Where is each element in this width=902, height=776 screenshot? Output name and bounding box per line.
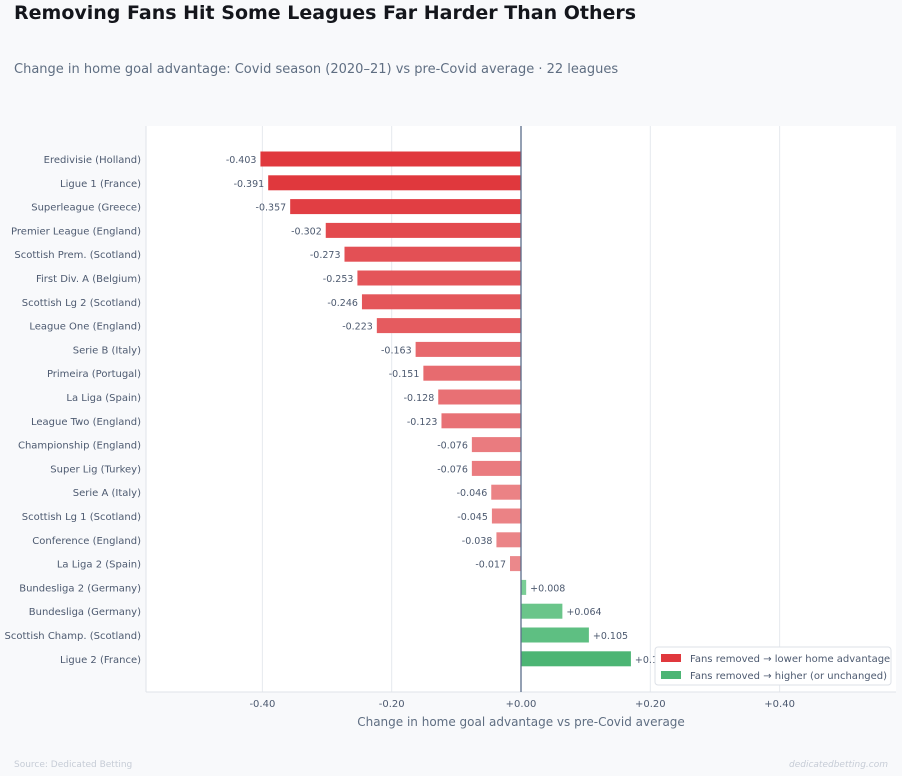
category-label: Scottish Prem. (Scotland) — [14, 250, 141, 261]
value-label: -0.038 — [462, 536, 493, 547]
bar — [361, 294, 521, 310]
bar — [521, 579, 527, 595]
category-label: Premier League (England) — [11, 226, 141, 237]
x-tick-label: +0.40 — [764, 699, 795, 710]
value-label: -0.357 — [256, 203, 287, 214]
bar — [438, 389, 521, 405]
bar — [268, 175, 521, 191]
bar — [344, 246, 521, 262]
bar — [260, 151, 521, 167]
category-label: Serie A (Italy) — [73, 488, 141, 499]
legend-label: Fans removed → lower home advantage — [690, 654, 890, 665]
legend-swatch — [661, 654, 681, 662]
value-label: -0.403 — [226, 155, 257, 166]
value-label: +0.008 — [530, 583, 565, 594]
value-label: -0.223 — [342, 322, 373, 333]
category-label: Super Lig (Turkey) — [50, 464, 141, 475]
chart-title: Removing Fans Hit Some Leagues Far Harde… — [14, 2, 637, 24]
value-label: -0.163 — [381, 345, 412, 356]
value-label: -0.017 — [475, 560, 506, 571]
site-watermark: dedicatedbetting.com — [788, 760, 888, 770]
bar — [521, 627, 589, 643]
category-label: Bundesliga (Germany) — [29, 607, 141, 618]
category-label: Serie B (Italy) — [73, 345, 141, 356]
category-label: League One (England) — [29, 322, 141, 333]
legend-box — [654, 646, 892, 686]
x-axis-label: Change in home goal advantage vs pre-Cov… — [357, 715, 685, 729]
bar — [290, 199, 521, 215]
bar — [441, 413, 521, 429]
source-note: Source: Dedicated Betting — [14, 760, 133, 770]
chart-subtitle: Change in home goal advantage: Covid sea… — [14, 62, 619, 77]
legend-swatch — [661, 671, 681, 679]
value-label: -0.253 — [323, 274, 354, 285]
bar — [496, 532, 521, 548]
bar — [491, 508, 521, 524]
value-label: -0.045 — [457, 512, 488, 523]
category-label: Scottish Lg 2 (Scotland) — [22, 298, 141, 309]
category-label: Ligue 2 (France) — [60, 655, 141, 666]
x-tick-label: +0.00 — [506, 699, 537, 710]
value-label: -0.246 — [327, 298, 358, 309]
category-label: League Two (England) — [31, 417, 141, 428]
value-label: -0.151 — [389, 369, 420, 380]
category-label: Championship (England) — [18, 441, 141, 452]
category-label: Bundesliga 2 (Germany) — [19, 583, 141, 594]
bar — [357, 270, 521, 286]
bar — [376, 318, 521, 334]
value-label: -0.076 — [437, 441, 468, 452]
bar — [510, 556, 521, 572]
value-label: -0.076 — [437, 464, 468, 475]
category-label: Scottish Lg 1 (Scotland) — [22, 512, 141, 523]
bar — [521, 651, 631, 667]
value-label: -0.273 — [310, 250, 341, 261]
legend-label: Fans removed → higher (or unchanged) — [690, 671, 887, 682]
bar — [491, 484, 521, 500]
category-label: Ligue 1 (France) — [60, 179, 141, 190]
value-label: +0.1 — [635, 655, 658, 666]
x-tick-label: +0.20 — [635, 699, 666, 710]
category-label: Primeira (Portugal) — [47, 369, 141, 380]
value-label: -0.046 — [457, 488, 488, 499]
bar — [325, 222, 521, 238]
category-label: First Div. A (Belgium) — [36, 274, 141, 285]
category-label: La Liga 2 (Spain) — [57, 560, 141, 571]
category-label: Superleague (Greece) — [31, 203, 141, 214]
category-label: Conference (England) — [32, 536, 141, 547]
value-label: -0.123 — [407, 417, 438, 428]
category-label: La Liga (Spain) — [66, 393, 141, 404]
x-tick-label: -0.20 — [379, 699, 405, 710]
value-label: +0.105 — [593, 631, 628, 642]
value-label: +0.064 — [566, 607, 601, 618]
value-label: -0.391 — [234, 179, 265, 190]
bar — [521, 603, 563, 619]
bar — [423, 365, 521, 381]
category-label: Eredivisie (Holland) — [44, 155, 141, 166]
bar — [415, 341, 521, 357]
value-label: -0.128 — [404, 393, 435, 404]
bar — [471, 460, 521, 476]
category-label: Scottish Champ. (Scotland) — [5, 631, 142, 642]
value-label: -0.302 — [291, 226, 322, 237]
bar — [471, 437, 521, 453]
x-tick-label: -0.40 — [249, 699, 275, 710]
